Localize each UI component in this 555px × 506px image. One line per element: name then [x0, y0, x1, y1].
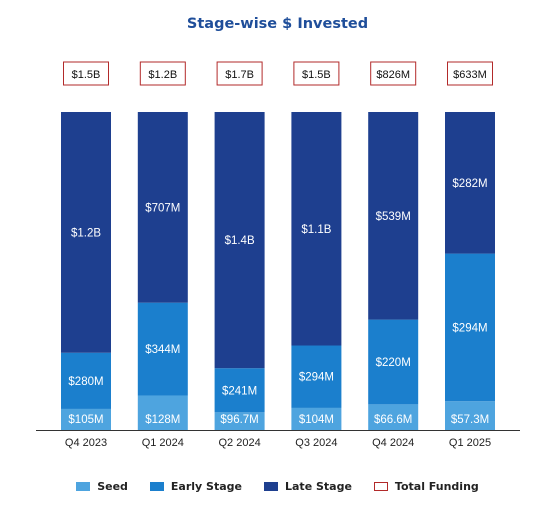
bar-late-stage-q1-2025 — [445, 112, 495, 254]
data-label-seed-q1-2025: $57.3M — [451, 414, 489, 426]
bar-late-stage-q1-2024 — [137, 112, 188, 303]
bar-late-stage-q4-2024 — [368, 112, 419, 320]
legend-item-late-stage: Late Stage — [264, 480, 352, 493]
bar-late-stage-q2-2024 — [214, 112, 265, 369]
bar-seed-q2-2024 — [214, 412, 265, 430]
data-label-early-stage-q3-2024: $294M — [299, 372, 334, 384]
data-label-early-stage-q4-2024: $220M — [376, 357, 411, 369]
bar-early-stage-q1-2024 — [137, 302, 188, 396]
legend-label-early-stage: Early Stage — [170, 480, 242, 493]
x-tick-label-q1-2025: Q1 2025 — [449, 437, 491, 449]
data-label-seed-q2-2024: $96.7M — [220, 414, 258, 426]
legend-label-late-stage: Late Stage — [285, 480, 352, 493]
data-label-early-stage-q2-2024: $241M — [222, 385, 257, 397]
legend-swatch-seed — [76, 482, 91, 491]
bar-early-stage-q4-2023 — [61, 352, 111, 409]
legend-swatch-late-stage — [264, 482, 278, 491]
bar-seed-q1-2025 — [445, 401, 495, 430]
legend-swatch-total-funding — [373, 482, 388, 491]
data-label-early-stage-q1-2025: $294M — [452, 322, 487, 334]
total-box-q4-2023 — [63, 61, 109, 86]
x-tick-label-q3-2024: Q3 2024 — [295, 437, 337, 449]
x-tick-label-q2-2024: Q2 2024 — [218, 437, 260, 449]
bar-early-stage-q2-2024 — [214, 368, 265, 413]
plot-area: $105M $280M $1.2B $1.5B Q4 2023 $128M $344M $70… — [36, 61, 520, 449]
data-label-seed-q4-2023: $105M — [68, 414, 103, 426]
chart-title: Stage-wise $ Invested — [186, 16, 369, 32]
data-label-late-stage-q2-2024: $1.4B — [225, 235, 255, 247]
total-box-q3-2024 — [293, 61, 340, 86]
data-label-early-stage-q4-2023: $280M — [68, 376, 103, 388]
bar-late-stage-q4-2023 — [61, 112, 111, 353]
total-label-q3-2024: $1.5B — [302, 69, 331, 81]
data-label-late-stage-q4-2023: $1.2B — [71, 227, 101, 239]
legend: Seed Early Stage Late Stage Total Fundin… — [0, 480, 555, 493]
data-label-late-stage-q1-2025: $282M — [452, 178, 487, 190]
x-tick-label-q4-2024: Q4 2024 — [372, 437, 414, 449]
total-label-q4-2023: $1.5B — [72, 69, 101, 81]
bar-early-stage-q4-2024 — [368, 319, 419, 405]
bar-late-stage-q3-2024 — [291, 112, 342, 346]
legend-item-early-stage: Early Stage — [149, 480, 242, 493]
legend-item-seed: Seed — [76, 480, 128, 493]
data-label-seed-q3-2024: $104M — [299, 414, 334, 426]
bar-early-stage-q1-2025 — [445, 253, 495, 402]
bar-seed-q4-2024 — [368, 404, 419, 430]
total-label-q2-2024: $1.7B — [225, 69, 254, 81]
total-box-q1-2024 — [139, 61, 186, 86]
total-label-q1-2024: $1.2B — [148, 69, 177, 81]
x-tick-label-q4-2023: Q4 2023 — [65, 437, 107, 449]
x-tick-label-q1-2024: Q1 2024 — [142, 437, 184, 449]
legend-swatch-early-stage — [149, 482, 164, 491]
legend-label-total-funding: Total Funding — [394, 480, 479, 493]
data-label-seed-q4-2024: $66.6M — [374, 414, 412, 426]
bar-seed-q1-2024 — [137, 395, 188, 430]
bar-seed-q3-2024 — [291, 407, 342, 430]
bar-early-stage-q3-2024 — [291, 345, 342, 408]
total-label-q4-2024: $826M — [376, 69, 410, 81]
data-label-late-stage-q1-2024: $707M — [145, 202, 180, 214]
data-label-late-stage-q4-2024: $539M — [376, 211, 411, 223]
legend-item-total-funding: Total Funding — [373, 480, 479, 493]
legend-label-seed: Seed — [97, 480, 128, 493]
data-label-early-stage-q1-2024: $344M — [145, 344, 180, 356]
total-box-q2-2024 — [216, 61, 263, 86]
bar-seed-q4-2023 — [61, 408, 111, 430]
total-box-q1-2025 — [447, 61, 493, 86]
total-box-q4-2024 — [370, 61, 417, 86]
data-label-seed-q1-2024: $128M — [145, 414, 180, 426]
total-label-q1-2025: $633M — [453, 69, 487, 81]
data-label-late-stage-q3-2024: $1.1B — [301, 224, 331, 236]
